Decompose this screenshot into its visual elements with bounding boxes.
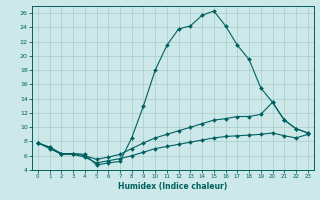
X-axis label: Humidex (Indice chaleur): Humidex (Indice chaleur)	[118, 182, 228, 191]
